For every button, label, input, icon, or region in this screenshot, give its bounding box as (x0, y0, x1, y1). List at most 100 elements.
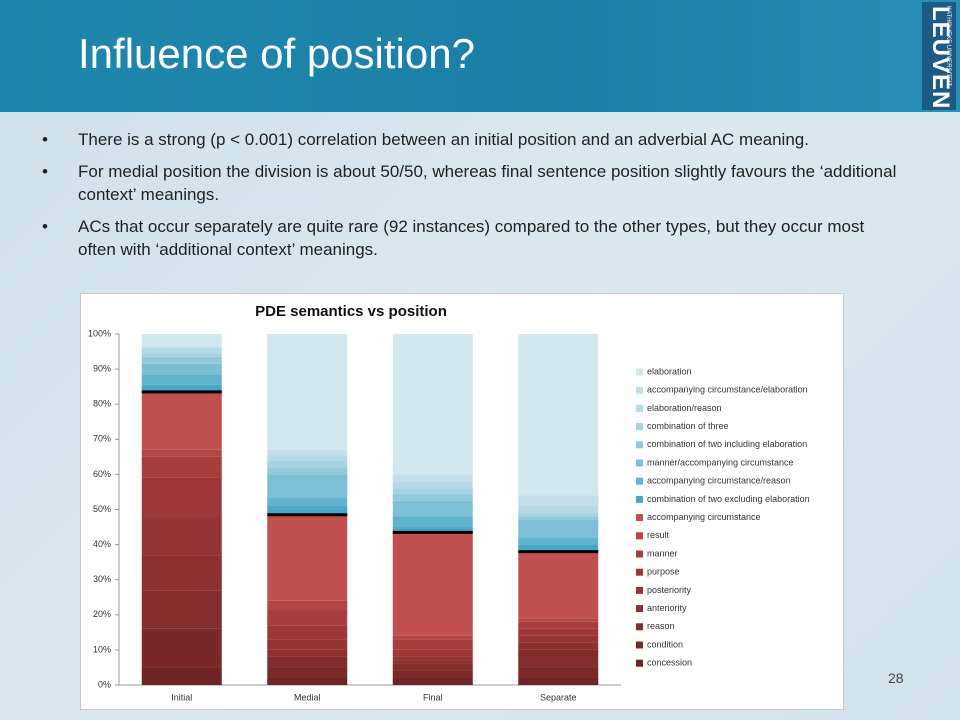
bar-segment (518, 667, 599, 678)
legend-label: anteriority (647, 603, 687, 613)
logo (922, 2, 956, 110)
bar-segment (392, 474, 473, 482)
legend-label: result (647, 530, 670, 540)
y-tick-label: 60% (93, 469, 111, 479)
y-tick-label: 70% (93, 434, 111, 444)
bar-segment (267, 460, 348, 468)
legend-swatch (636, 532, 643, 540)
bar-segment (518, 628, 599, 636)
legend-swatch (636, 441, 643, 449)
bar-segment (392, 516, 473, 528)
legend-swatch (636, 514, 643, 522)
bar-segment (141, 384, 222, 392)
legend-label: condition (647, 639, 683, 649)
logo-text: LEUVEN (927, 6, 954, 110)
bar-segment (267, 625, 348, 640)
bar-segment (141, 334, 222, 347)
legend-swatch (636, 641, 643, 649)
bar-segment (518, 621, 599, 629)
y-tick-label: 10% (93, 644, 111, 654)
bar-segment (392, 481, 473, 489)
bar-segment (392, 493, 473, 501)
legend-label: purpose (647, 567, 680, 577)
legend-label: accompanying circumstance/reason (647, 476, 791, 486)
legend-swatch (636, 477, 643, 485)
bar-segment (518, 334, 599, 496)
legend-label: elaboration (647, 366, 692, 376)
legend-swatch (636, 423, 643, 431)
bar-segment (141, 356, 222, 364)
bar-segment (267, 649, 348, 657)
bar-segment (267, 639, 348, 650)
bar-segment (141, 363, 222, 375)
bar-segment (141, 353, 222, 357)
page-number: 28 (888, 670, 904, 686)
bar-segment (392, 334, 473, 475)
chart-title: PDE semantics vs position (255, 303, 447, 320)
bar-segment (141, 391, 222, 450)
bar-segment (518, 505, 599, 514)
bar-segment (518, 649, 599, 668)
bar-segment (392, 660, 473, 664)
bar-segment (267, 677, 348, 685)
bar-segment (518, 635, 599, 643)
legend-swatch (636, 550, 643, 558)
bar-segment (141, 346, 222, 349)
bar-segment (518, 677, 599, 685)
bar-segment (141, 449, 222, 457)
y-tick-label: 80% (93, 399, 111, 409)
y-tick-label: 40% (93, 539, 111, 549)
bar-segment (267, 667, 348, 678)
legend-swatch (636, 586, 643, 594)
bar-segment (141, 590, 222, 629)
y-tick-label: 50% (93, 504, 111, 514)
bar-segment (267, 609, 348, 626)
bar-segment (392, 677, 473, 685)
bar-segment (141, 555, 222, 591)
bar-segment (267, 656, 348, 668)
bullet-list: There is a strong (p < 0.001) correlatio… (40, 128, 900, 270)
y-tick-label: 100% (88, 328, 111, 338)
bar-segment (267, 505, 348, 515)
x-tick-label: Initial (171, 692, 192, 702)
legend-label: combination of two including elaboration (647, 439, 807, 449)
bar-segment (141, 516, 222, 556)
bar-segment (518, 537, 599, 545)
bar-segment (141, 628, 222, 668)
bar-segment (392, 488, 473, 494)
bar-segment (392, 649, 473, 657)
bar-segment (518, 516, 599, 521)
bar-segment (518, 618, 599, 622)
bullet: ACs that occur separately are quite rare… (40, 215, 900, 261)
legend-swatch (636, 404, 643, 412)
legend-label: concession (647, 658, 692, 668)
bar-segment (518, 520, 599, 538)
slide-title: Influence of position? (78, 30, 475, 77)
legend-swatch (636, 568, 643, 576)
legend-label: reason (647, 621, 675, 631)
legend-label: elaboration/reason (647, 403, 722, 413)
y-tick-label: 30% (93, 574, 111, 584)
x-tick-label: Medial (294, 692, 321, 702)
legend-swatch (636, 623, 643, 631)
bullet: There is a strong (p < 0.001) correlatio… (40, 128, 900, 151)
bar-segment (267, 467, 348, 475)
bar-segment (518, 495, 599, 506)
bar-segment (267, 514, 348, 601)
y-tick-label: 0% (98, 679, 111, 689)
header-band (0, 0, 960, 112)
bar-segment (518, 551, 599, 619)
legend-label: accompanying circumstance (647, 512, 761, 522)
bar-segment (141, 348, 222, 354)
bar-segment (518, 544, 599, 552)
legend-swatch (636, 386, 643, 394)
bar-segment (141, 374, 222, 385)
bar-segment (267, 600, 348, 610)
legend-swatch (636, 368, 643, 376)
legend-swatch (636, 459, 643, 467)
x-tick-label: Final (423, 692, 443, 702)
bar-segment (518, 513, 599, 517)
legend-label: manner/accompanying circumstance (647, 457, 794, 467)
bar-segment (392, 639, 473, 650)
bar-segment (392, 635, 473, 640)
